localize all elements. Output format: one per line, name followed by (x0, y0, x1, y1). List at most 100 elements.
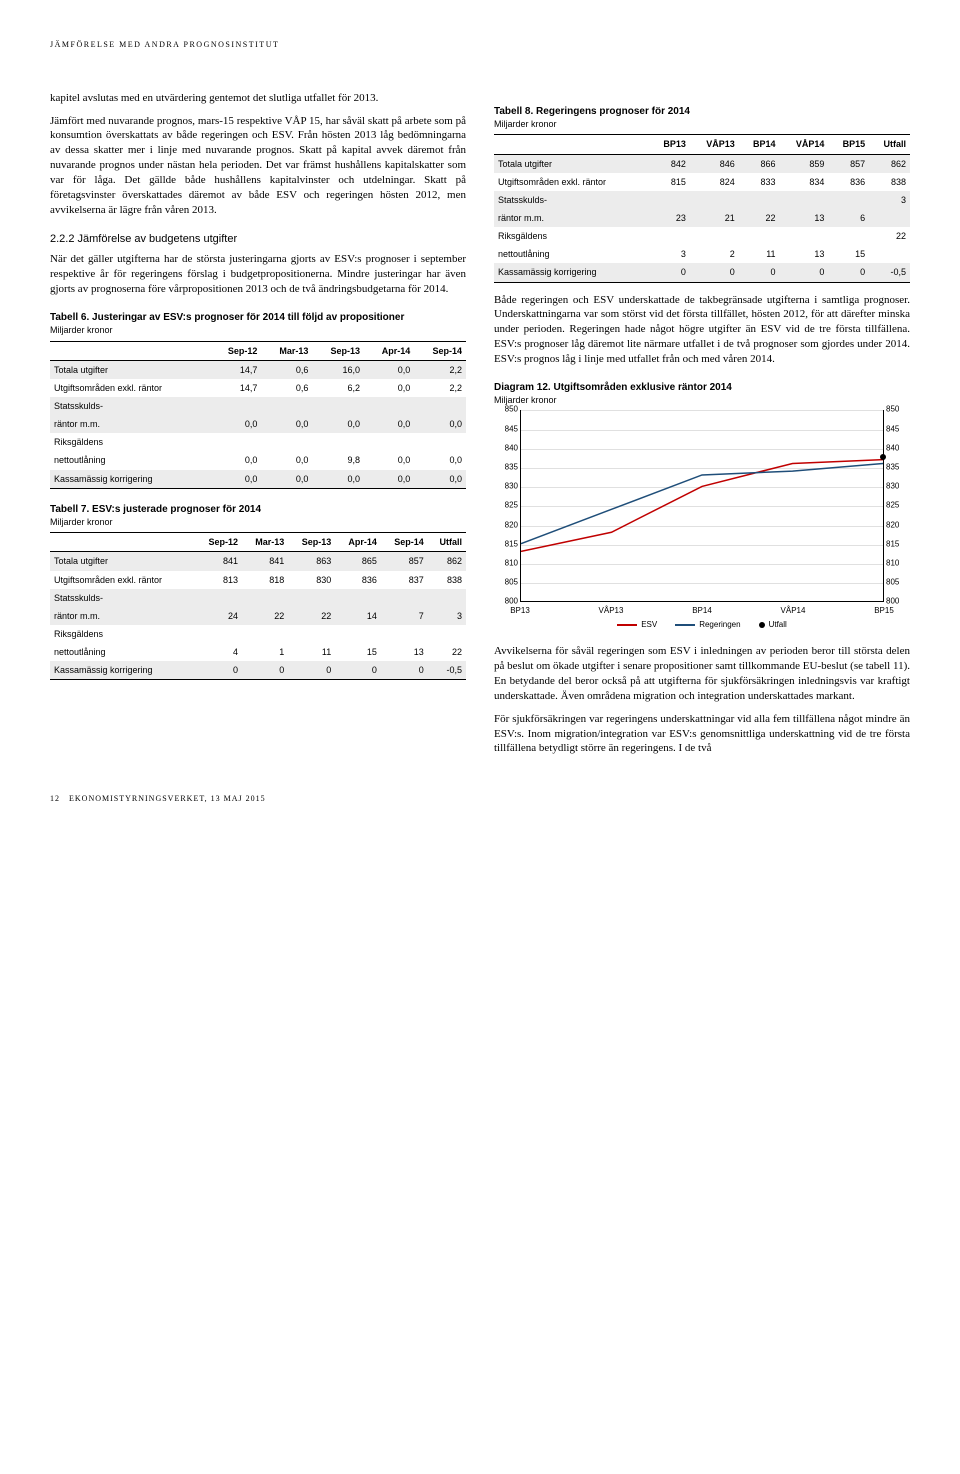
table-cell: Totala utgifter (494, 154, 649, 173)
table-row: Kassamässig korrigering0,00,00,00,00,0 (50, 470, 466, 489)
table-cell (869, 245, 910, 263)
y-axis-label: 840 (886, 443, 906, 454)
table-row: Riksgäldens (50, 625, 466, 643)
table-cell: 0,6 (261, 360, 312, 379)
table-cell: 11 (739, 245, 780, 263)
diagram-12-subtitle: Miljarder kronor (494, 394, 910, 406)
table-row: räntor m.m.2422221473 (50, 607, 466, 625)
table-cell (312, 433, 364, 451)
table-7-subtitle: Miljarder kronor (50, 516, 466, 528)
content-columns: kapitel avslutas med en utvärdering gent… (50, 91, 910, 765)
table-cell: 23 (649, 209, 690, 227)
table-cell: 7 (381, 607, 428, 625)
table-row: Riksgäldens22 (494, 227, 910, 245)
table-cell: 0,0 (414, 451, 466, 469)
table-cell (288, 589, 335, 607)
legend-label: ESV (641, 620, 657, 631)
table-row: räntor m.m.232122136 (494, 209, 910, 227)
x-axis-label: BP14 (692, 606, 712, 617)
table-cell: 0,0 (414, 470, 466, 489)
x-axis-label: BP15 (874, 606, 894, 617)
table-cell: Statsskulds- (50, 397, 210, 415)
y-axis-label: 820 (498, 520, 518, 531)
y-axis-label: 830 (886, 482, 906, 493)
table-cell: 6,2 (312, 379, 364, 397)
table-cell: 863 (288, 552, 335, 571)
table-cell (261, 433, 312, 451)
y-axis-label: 845 (886, 424, 906, 435)
y-axis-label: 820 (886, 520, 906, 531)
table-cell: 9,8 (312, 451, 364, 469)
x-axis-label: VÅP13 (599, 606, 624, 617)
legend-label: Regeringen (699, 620, 740, 631)
table-cell: 14,7 (210, 360, 262, 379)
table-header-cell: BP13 (649, 135, 690, 154)
table-cell: 16,0 (312, 360, 364, 379)
table-cell: 836 (828, 173, 869, 191)
table-cell (690, 191, 739, 209)
paragraph: Avvikelserna för såväl regeringen som ES… (494, 644, 910, 703)
table-cell: Riksgäldens (50, 433, 210, 451)
table-cell (869, 209, 910, 227)
table-cell: Kassamässig korrigering (494, 263, 649, 282)
table-cell: 0,0 (414, 415, 466, 433)
table-cell (364, 397, 414, 415)
x-axis-label: BP13 (510, 606, 530, 617)
paragraph: När det gäller utgifterna har de största… (50, 252, 466, 297)
table-cell: 0,0 (210, 470, 262, 489)
legend-item: Utfall (759, 620, 787, 631)
page-footer: 12 EKONOMISTYRNINGSVERKET, 13 MAJ 2015 (50, 794, 910, 805)
table-row: Statsskulds-3 (494, 191, 910, 209)
table-cell: 22 (428, 643, 466, 661)
table-row: Kassamässig korrigering00000-0,5 (494, 263, 910, 282)
table-cell (261, 397, 312, 415)
table-cell: 824 (690, 173, 739, 191)
table-cell: 11 (288, 643, 335, 661)
table-7: Sep-12Mar-13Sep-13Apr-14Sep-14UtfallTota… (50, 532, 466, 680)
table-cell: 0,0 (364, 379, 414, 397)
table-cell: Riksgäldens (494, 227, 649, 245)
y-axis-label: 815 (886, 539, 906, 550)
table-header-cell: Sep-13 (288, 533, 335, 552)
table-cell: räntor m.m. (50, 607, 195, 625)
table-cell: 0 (649, 263, 690, 282)
legend-item: Regeringen (675, 620, 740, 631)
table-cell: 866 (739, 154, 780, 173)
utfall-point (880, 454, 886, 460)
table-cell: 0 (195, 661, 242, 680)
y-axis-label: 825 (498, 501, 518, 512)
table-cell: räntor m.m. (50, 415, 210, 433)
table-header-cell (50, 341, 210, 360)
table-cell (780, 191, 829, 209)
table-cell (210, 397, 262, 415)
table-cell: 13 (780, 209, 829, 227)
y-axis-label: 825 (886, 501, 906, 512)
table-cell (828, 227, 869, 245)
table-cell: 0,0 (364, 415, 414, 433)
table-cell: 0 (739, 263, 780, 282)
table-cell (414, 433, 466, 451)
table-cell: nettoutlåning (494, 245, 649, 263)
table-row: Riksgäldens (50, 433, 466, 451)
diagram-12-title: Diagram 12. Utgiftsområden exklusive rän… (494, 381, 910, 395)
table-cell: Statsskulds- (494, 191, 649, 209)
x-axis-label: VÅP14 (781, 606, 806, 617)
table-cell: 0,0 (364, 360, 414, 379)
legend-item: ESV (617, 620, 657, 631)
table-cell: räntor m.m. (494, 209, 649, 227)
y-axis-label: 835 (886, 463, 906, 474)
table-cell: 0,0 (210, 415, 262, 433)
table-cell (649, 191, 690, 209)
table-cell: 22 (739, 209, 780, 227)
table-cell: 0 (335, 661, 381, 680)
legend-label: Utfall (769, 620, 787, 631)
table-header-cell: Utfall (869, 135, 910, 154)
table-cell: 846 (690, 154, 739, 173)
table-header-cell: Mar-13 (242, 533, 288, 552)
table-header-cell: Sep-12 (210, 341, 262, 360)
table-cell (195, 589, 242, 607)
subsection-heading: 2.2.2 Jämförelse av budgetens utgifter (50, 232, 466, 247)
table-cell (428, 625, 466, 643)
table-cell: 838 (869, 173, 910, 191)
table-cell: 0,0 (364, 451, 414, 469)
